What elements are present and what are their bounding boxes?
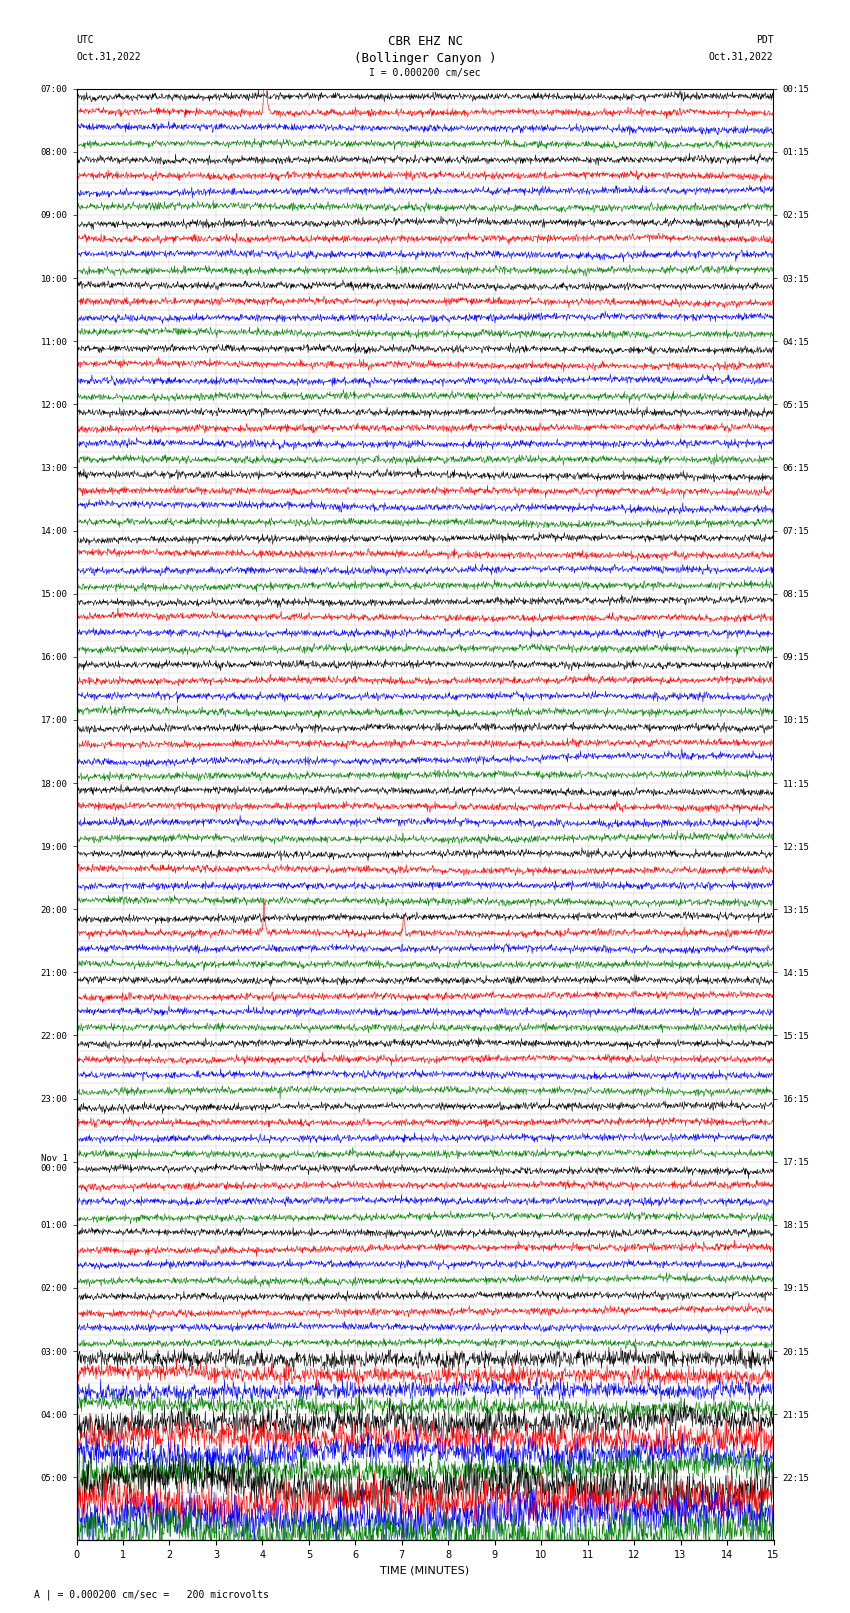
X-axis label: TIME (MINUTES): TIME (MINUTES) (381, 1566, 469, 1576)
Text: PDT: PDT (756, 35, 774, 45)
Text: (Bollinger Canyon ): (Bollinger Canyon ) (354, 52, 496, 65)
Text: UTC: UTC (76, 35, 94, 45)
Text: Oct.31,2022: Oct.31,2022 (76, 52, 141, 61)
Text: A | = 0.000200 cm/sec =   200 microvolts: A | = 0.000200 cm/sec = 200 microvolts (34, 1589, 269, 1600)
Text: I = 0.000200 cm/sec: I = 0.000200 cm/sec (369, 68, 481, 77)
Text: Oct.31,2022: Oct.31,2022 (709, 52, 774, 61)
Text: CBR EHZ NC: CBR EHZ NC (388, 35, 462, 48)
